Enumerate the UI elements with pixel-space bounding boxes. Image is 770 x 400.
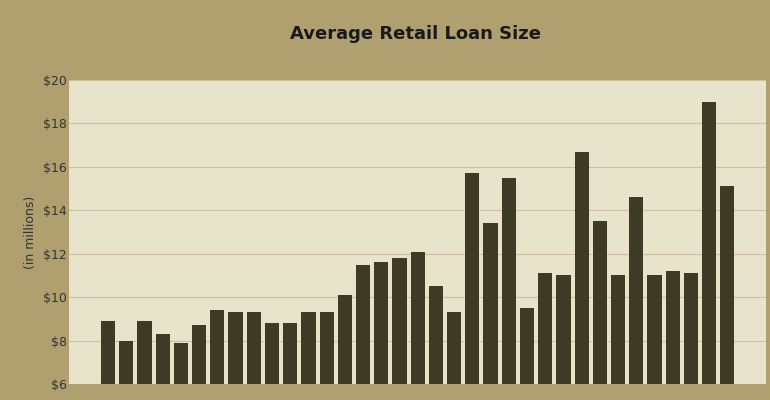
Bar	[574, 152, 589, 400]
Bar	[393, 258, 407, 400]
Bar	[210, 310, 225, 400]
Bar	[283, 323, 297, 400]
Bar	[484, 223, 497, 400]
Bar	[265, 323, 279, 400]
Bar	[611, 276, 625, 400]
Bar	[119, 340, 133, 400]
Bar	[557, 276, 571, 400]
Bar	[720, 186, 735, 400]
Bar	[702, 102, 716, 400]
Bar	[338, 295, 352, 400]
Y-axis label: (in millions): (in millions)	[24, 195, 37, 269]
Bar	[246, 312, 261, 400]
Bar	[174, 343, 188, 400]
Bar	[156, 334, 170, 400]
Bar	[502, 178, 516, 400]
Bar	[629, 197, 644, 400]
Bar	[229, 312, 243, 400]
Bar	[593, 221, 607, 400]
Bar	[137, 321, 152, 400]
Bar	[538, 273, 552, 400]
Bar	[665, 271, 680, 400]
Bar	[648, 276, 661, 400]
Bar	[465, 173, 480, 400]
Text: Average Retail Loan Size: Average Retail Loan Size	[290, 25, 541, 43]
Bar	[192, 325, 206, 400]
Bar	[374, 262, 388, 400]
Bar	[684, 273, 698, 400]
Bar	[520, 308, 534, 400]
Bar	[301, 312, 316, 400]
Bar	[101, 321, 116, 400]
Bar	[429, 286, 443, 400]
Bar	[447, 312, 461, 400]
Bar	[410, 252, 425, 400]
Bar	[320, 312, 333, 400]
Bar	[356, 264, 370, 400]
